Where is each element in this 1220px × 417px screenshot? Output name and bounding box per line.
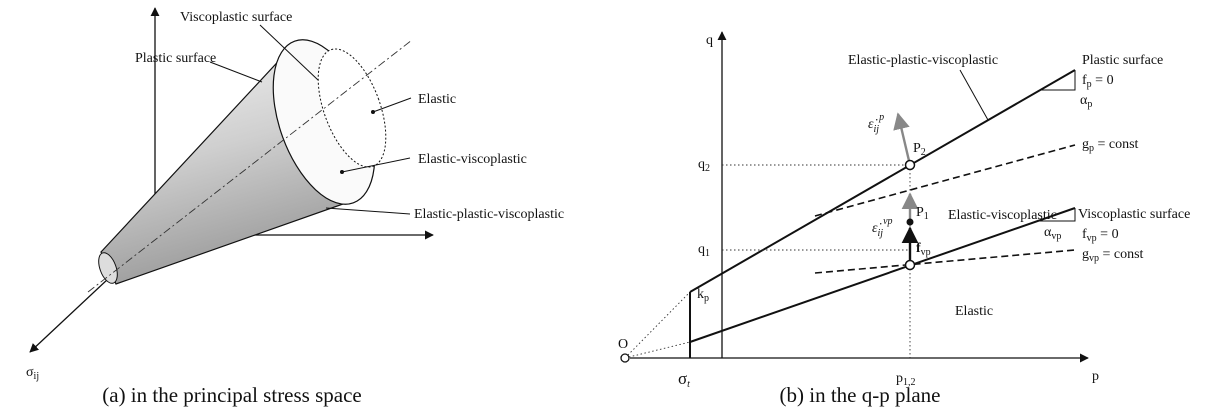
base: q [698,242,705,257]
origin-label: O [618,337,628,352]
point [340,170,344,174]
label: gp = const [1082,137,1139,154]
sub: 1 [705,248,710,259]
label: gvp = const [1082,247,1144,264]
sup: p [878,112,884,123]
sigma-t: σt [678,369,690,390]
label: P2 [913,141,926,158]
sub: 2 [921,147,926,158]
label: P1 [916,205,929,222]
label: fp = 0 [1082,73,1114,90]
pvp-point [906,261,915,270]
region-label: Elastic [955,304,993,319]
q1: q1 [698,242,710,259]
sub: p [1087,99,1092,110]
eps-p-arrow [898,114,910,165]
sub: vp [1089,253,1099,264]
leader [960,70,988,120]
plastic-line [690,70,1075,292]
label: Elastic-viscoplastic [418,152,527,167]
extension [625,342,690,358]
kp: kp [697,287,709,304]
label: Elastic [418,92,456,107]
point [371,110,375,114]
p2-point [906,161,915,170]
sub: ij [878,228,884,239]
figure: Viscoplastic surface Plastic surface Ela… [0,0,1220,417]
label: Elastic-plastic-viscoplastic [414,207,564,222]
sup: vp [883,216,892,227]
label: fvp [916,241,931,258]
region-label: Elastic-plastic-viscoplastic [848,53,998,68]
region-label: Elastic-viscoplastic [948,208,1057,223]
label: αvp [1044,225,1061,242]
gp-line [815,145,1075,216]
sub: p [704,293,709,304]
label: Plastic surface [1082,53,1163,68]
p1-point [907,219,914,226]
base: q [698,157,705,172]
label: αp [1080,93,1092,110]
sub: vp [1051,231,1061,242]
base: g [1082,137,1089,152]
rest: = const [1099,247,1144,262]
origin-point [621,354,629,362]
rest: = 0 [1097,227,1119,242]
q-axis-label: q [706,33,713,48]
leader [326,208,410,214]
axis-label: σij [26,365,39,382]
caption: (a) in the principal stress space [102,383,362,407]
sub: ij [874,124,880,135]
q2: q2 [698,157,710,174]
base: P [916,205,924,220]
sub: ij [34,371,40,382]
label: ε̇ijvp [872,216,893,239]
rest: = const [1094,137,1139,152]
panel-a: Viscoplastic surface Plastic surface Ela… [26,8,564,407]
leader [210,62,262,82]
rest: = 0 [1092,73,1114,88]
base: g [1082,247,1089,262]
sub: vp [921,247,931,258]
extension [625,292,690,358]
panel-b: q p O σt kp q2 q1 p1,2 Elastic-plastic-v… [618,32,1190,407]
base: P [913,141,921,156]
label: Viscoplastic surface [180,10,292,25]
caption: (b) in the q-p plane [780,383,941,407]
base: σ [678,369,687,388]
label: Plastic surface [135,51,216,66]
sub: 2 [705,163,710,174]
label: fvp = 0 [1082,227,1119,244]
p-axis-label: p [1092,369,1099,384]
label: Viscoplastic surface [1078,207,1190,222]
sub: 1 [924,211,929,222]
sub: t [687,379,690,390]
sub: vp [1087,233,1097,244]
label: ε̇ijp [868,112,884,135]
base: k [697,287,704,302]
